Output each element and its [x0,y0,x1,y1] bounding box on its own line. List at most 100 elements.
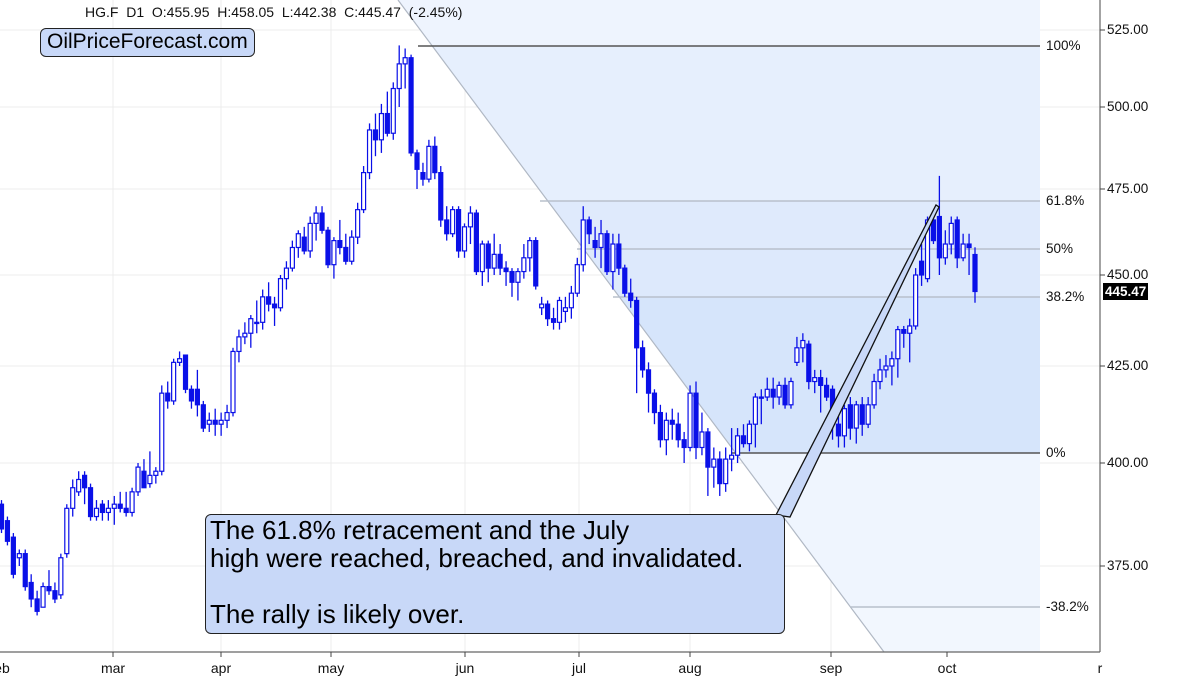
candle-up [960,243,966,259]
candle-down [545,303,551,320]
candle-up [729,454,735,460]
candle-down [770,388,776,398]
candle-down [473,212,479,273]
candle-down [639,347,646,371]
candle-up [135,466,141,493]
candle-up [176,358,183,363]
fib-label: 50% [1046,241,1074,256]
candle-up [313,212,319,225]
candle-up [283,267,290,280]
candle-up [218,419,224,425]
candle-down [645,369,652,394]
candle-up [230,350,236,414]
candle-down [420,172,426,180]
candle-down [212,419,218,425]
candle-up [687,392,693,449]
candle-up [788,380,794,406]
candle-down [200,404,206,429]
candle-up [841,408,848,437]
fib-zone [398,0,1040,46]
candle-down [194,388,200,406]
candle-up [574,264,580,294]
candle-up [942,243,948,259]
x-tick-label: mar [100,660,126,676]
candle-down [10,536,16,575]
candle-up [663,419,669,441]
candle-down [901,329,907,334]
candle-down [319,212,325,231]
candle-down [438,172,444,221]
candle-down [408,57,414,154]
candle-up [580,219,586,266]
candle-up [16,553,22,559]
candle-up [812,377,818,383]
candle-up [734,435,741,456]
candle-up [206,419,212,425]
callout-pointer [775,204,940,518]
candle-up [254,321,260,325]
candle-up [711,458,717,468]
candle-down [693,392,699,449]
candle-down [835,423,842,437]
candle-up [248,318,254,334]
candle-down [414,152,420,170]
candle-down [372,129,379,141]
candle-up [224,411,230,421]
y-tick-label: 475.00 [1107,181,1149,196]
candle-up [948,222,954,245]
candle-down [266,296,272,305]
candle-down [782,384,788,406]
candle-up [568,292,574,309]
x-tick-label: jun [455,660,475,676]
candle-down [675,423,681,441]
y-tick-label: 375.00 [1107,558,1149,573]
annotation-line-2: high were reached, breached, and invalid… [210,543,744,573]
candle-up [236,336,242,353]
candle-down [657,411,663,441]
candle-down [628,292,634,302]
candle-up [479,243,485,273]
candle-up [871,380,877,406]
candle-down [972,253,978,293]
fib-label: 38.2% [1046,289,1085,304]
candle-up [556,299,563,323]
candle-up [40,585,46,608]
fib-label: 100% [1046,38,1081,53]
candle-down [651,392,658,414]
candle-down [954,219,960,259]
candle-up [331,240,337,266]
candle-up [159,392,165,472]
annotation-line-1: The 61.8% retracement and the July [210,515,630,545]
candle-down [22,553,28,588]
candle-down [87,487,94,518]
x-tick-label: may [317,660,345,676]
fib-zone [547,201,1040,249]
candle-down [485,243,491,269]
candle-down [337,240,343,249]
candle-down [550,318,557,323]
candle-up [396,63,402,90]
candle-up [598,233,604,249]
candle-down [271,303,278,309]
candle-up [895,329,901,360]
candle-up [491,253,497,269]
candle-up [360,172,367,211]
candle-up [562,307,569,313]
candle-up [527,240,533,259]
candle-up [171,361,177,402]
candle-down [0,503,5,530]
x-tick-label: apr [210,660,232,676]
candle-down [4,520,11,542]
y-tick-label: 450.00 [1107,267,1149,282]
candle-down [182,354,189,390]
candle-up [307,222,313,252]
candle-down [497,253,503,269]
candle-down [444,219,450,235]
candle-down [634,299,640,349]
candle-up [426,145,432,180]
y-tick-label: 525.00 [1107,22,1149,37]
candle-down [99,503,106,514]
candle-up [242,332,248,338]
candle-down [918,260,925,276]
